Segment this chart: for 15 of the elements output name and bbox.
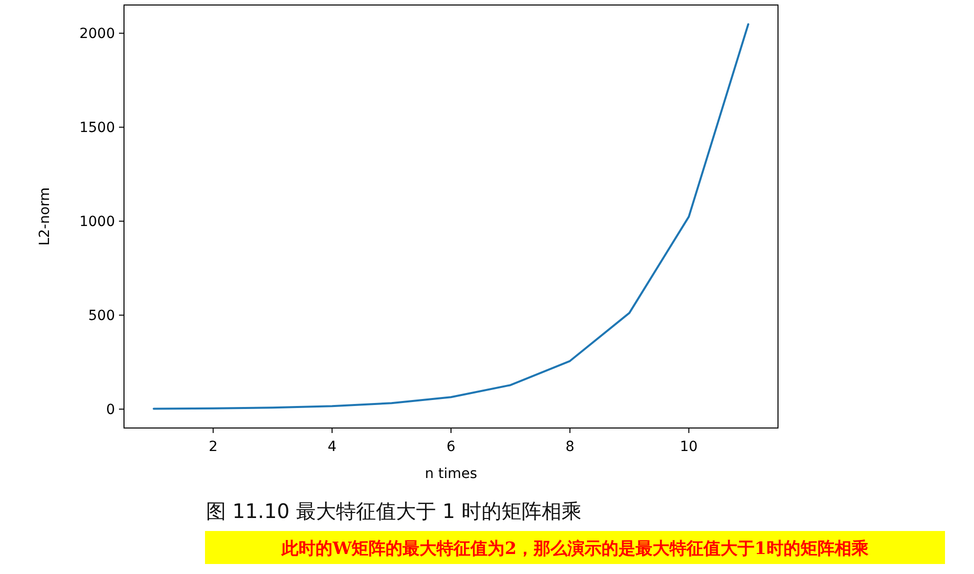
caption: 图 11.10 最大特征值大于 1 时的矩阵相乘 <box>206 499 582 523</box>
x-axis-title: n times <box>424 466 478 482</box>
x-tick-label: 8 <box>565 439 574 455</box>
y-tick-label: 2000 <box>79 26 115 42</box>
y-tick-label: 0 <box>106 402 115 418</box>
y-tick-label: 500 <box>88 308 115 324</box>
x-tick-label: 6 <box>446 439 456 455</box>
y-axis-title: L2-norm <box>37 187 53 246</box>
x-tick-label: 4 <box>328 439 337 455</box>
x-tick-label: 2 <box>208 439 218 455</box>
line-series <box>152 23 750 410</box>
text: 此时的W矩阵的最大特征值为2，那么演示的是最大特征值大于1时的矩阵相乘 <box>280 539 870 559</box>
x-tick-label: 10 <box>680 439 698 455</box>
y-tick-label: 1500 <box>79 120 115 136</box>
y-tick-label: 1000 <box>79 214 115 230</box>
